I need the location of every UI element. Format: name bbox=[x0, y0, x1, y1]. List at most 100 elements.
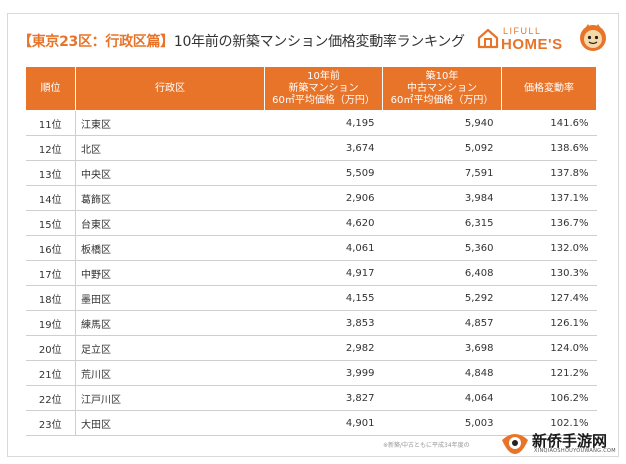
new-price-cell: 2,982 bbox=[264, 335, 383, 361]
ward-cell: 墨田区 bbox=[75, 285, 265, 311]
table-row: 17位 中野区 4,917 6,408 130.3% bbox=[25, 260, 597, 286]
table-body: 11位 江東区 4,195 5,940 141.6% 12位 北区 3,674 5,092 138… bbox=[25, 110, 597, 436]
rank-cell: 17位 bbox=[25, 260, 76, 286]
ward-cell: 江東区 bbox=[75, 110, 265, 136]
ward-cell: 足立区 bbox=[75, 335, 265, 361]
change-rate-cell: 138.6% bbox=[501, 135, 597, 161]
used-price-cell: 6,315 bbox=[382, 210, 502, 236]
rank-cell: 19位 bbox=[25, 310, 76, 336]
new-price-cell: 4,061 bbox=[264, 235, 383, 261]
column-header-change-rate: 価格変動率 bbox=[501, 66, 597, 111]
change-rate-cell: 136.7% bbox=[501, 210, 597, 236]
title-text: 10年前の新築マンション価格変動率ランキング bbox=[173, 34, 465, 50]
new-price-cell: 3,999 bbox=[264, 360, 383, 386]
change-rate-cell: 141.6% bbox=[501, 110, 597, 136]
used-price-cell: 4,064 bbox=[382, 385, 502, 411]
used-price-cell: 3,984 bbox=[382, 185, 502, 211]
rank-cell: 15位 bbox=[25, 210, 76, 236]
watermark-text: 新侨手游网 bbox=[532, 432, 608, 450]
ranking-table: 順位 行政区 10年前 新築マンション 60㎡平均価格（万円） 築10年 中古マ… bbox=[25, 66, 597, 436]
used-price-cell: 3,698 bbox=[382, 335, 502, 361]
ward-cell: 練馬区 bbox=[75, 310, 265, 336]
change-rate-cell: 130.3% bbox=[501, 260, 597, 286]
change-rate-cell: 137.1% bbox=[501, 185, 597, 211]
site-watermark: 新侨手游网 XINQIAOSHOUYOUWANG.COM bbox=[500, 428, 618, 458]
mascot-icon bbox=[580, 24, 606, 51]
used-price-cell: 5,360 bbox=[382, 235, 502, 261]
table-row: 18位 墨田区 4,155 5,292 127.4% bbox=[25, 285, 597, 311]
lifull-homes-logo: LIFULL HOME'S bbox=[477, 22, 607, 58]
used-price-cell: 5,092 bbox=[382, 135, 502, 161]
rank-cell: 11位 bbox=[25, 110, 76, 136]
rank-cell: 16位 bbox=[25, 235, 76, 261]
new-price-cell: 4,901 bbox=[264, 410, 383, 436]
table-row: 15位 台東区 4,620 6,315 136.7% bbox=[25, 210, 597, 236]
table-row: 16位 板橋区 4,061 5,360 132.0% bbox=[25, 235, 597, 261]
watermark-logo-icon bbox=[502, 434, 528, 454]
new-price-cell: 2,906 bbox=[264, 185, 383, 211]
rank-cell: 21位 bbox=[25, 360, 76, 386]
ward-cell: 中野区 bbox=[75, 260, 265, 286]
used-price-cell: 5,940 bbox=[382, 110, 502, 136]
table-header-row: 順位 行政区 10年前 新築マンション 60㎡平均価格（万円） 築10年 中古マ… bbox=[25, 66, 597, 111]
new-price-cell: 4,620 bbox=[264, 210, 383, 236]
new-price-cell: 4,917 bbox=[264, 260, 383, 286]
change-rate-cell: 121.2% bbox=[501, 360, 597, 386]
column-header-used-price: 築10年 中古マンション 60㎡平均価格（万円） bbox=[382, 66, 502, 111]
change-rate-cell: 124.0% bbox=[501, 335, 597, 361]
rank-cell: 22位 bbox=[25, 385, 76, 411]
table-row: 21位 荒川区 3,999 4,848 121.2% bbox=[25, 360, 597, 386]
rank-cell: 12位 bbox=[25, 135, 76, 161]
used-price-cell: 4,857 bbox=[382, 310, 502, 336]
new-price-cell: 3,827 bbox=[264, 385, 383, 411]
rank-cell: 20位 bbox=[25, 335, 76, 361]
table-row: 12位 北区 3,674 5,092 138.6% bbox=[25, 135, 597, 161]
ward-cell: 台東区 bbox=[75, 210, 265, 236]
ward-cell: 中央区 bbox=[75, 160, 265, 186]
logo-text-top: LIFULL bbox=[503, 26, 542, 36]
change-rate-cell: 106.2% bbox=[501, 385, 597, 411]
house-icon bbox=[477, 28, 499, 49]
change-rate-cell: 102.1% bbox=[501, 410, 597, 436]
table-row: 19位 練馬区 3,853 4,857 126.1% bbox=[25, 310, 597, 336]
table-row: 13位 中央区 5,509 7,591 137.8% bbox=[25, 160, 597, 186]
ward-cell: 北区 bbox=[75, 135, 265, 161]
change-rate-cell: 127.4% bbox=[501, 285, 597, 311]
ward-cell: 板橋区 bbox=[75, 235, 265, 261]
table-row: 20位 足立区 2,982 3,698 124.0% bbox=[25, 335, 597, 361]
column-header-ward: 行政区 bbox=[75, 66, 265, 111]
used-price-cell: 4,848 bbox=[382, 360, 502, 386]
table-row: 23位 大田区 4,901 5,003 102.1% bbox=[25, 410, 597, 436]
rank-cell: 23位 bbox=[25, 410, 76, 436]
table-row: 22位 江戸川区 3,827 4,064 106.2% bbox=[25, 385, 597, 411]
column-header-rank: 順位 bbox=[25, 66, 76, 111]
footnote: ※新築/中古ともに平成34年度の bbox=[383, 442, 470, 449]
used-price-cell: 6,408 bbox=[382, 260, 502, 286]
ward-cell: 江戸川区 bbox=[75, 385, 265, 411]
ward-cell: 荒川区 bbox=[75, 360, 265, 386]
new-price-cell: 3,853 bbox=[264, 310, 383, 336]
used-price-cell: 5,292 bbox=[382, 285, 502, 311]
title-emphasis: 【東京23区：行政区篇】 bbox=[18, 34, 174, 50]
header: 【東京23区：行政区篇】10年前の新築マンション価格変動率ランキング bbox=[18, 28, 465, 54]
new-price-cell: 4,195 bbox=[264, 110, 383, 136]
rank-cell: 14位 bbox=[25, 185, 76, 211]
logo-text-main: HOME'S bbox=[501, 36, 563, 53]
table-row: 11位 江東区 4,195 5,940 141.6% bbox=[25, 110, 597, 136]
new-price-cell: 5,509 bbox=[264, 160, 383, 186]
column-header-new-price: 10年前 新築マンション 60㎡平均価格（万円） bbox=[264, 66, 383, 111]
rank-cell: 13位 bbox=[25, 160, 76, 186]
change-rate-cell: 132.0% bbox=[501, 235, 597, 261]
ward-cell: 葛飾区 bbox=[75, 185, 265, 211]
rank-cell: 18位 bbox=[25, 285, 76, 311]
new-price-cell: 4,155 bbox=[264, 285, 383, 311]
ward-cell: 大田区 bbox=[75, 410, 265, 436]
change-rate-cell: 126.1% bbox=[501, 310, 597, 336]
table-row: 14位 葛飾区 2,906 3,984 137.1% bbox=[25, 185, 597, 211]
watermark-subtext: XINQIAOSHOUYOUWANG.COM bbox=[534, 448, 616, 454]
used-price-cell: 5,003 bbox=[382, 410, 502, 436]
new-price-cell: 3,674 bbox=[264, 135, 383, 161]
used-price-cell: 7,591 bbox=[382, 160, 502, 186]
page-title: 【東京23区：行政区篇】10年前の新築マンション価格変動率ランキング bbox=[18, 31, 465, 51]
change-rate-cell: 137.8% bbox=[501, 160, 597, 186]
